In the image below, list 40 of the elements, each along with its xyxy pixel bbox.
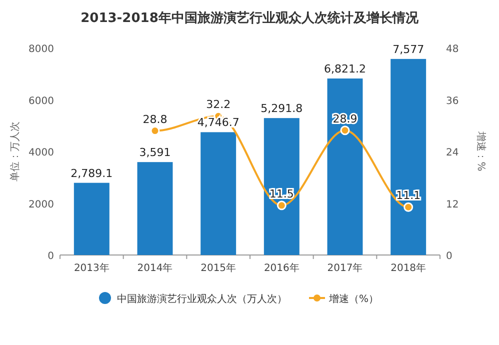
x-tick-label: 2015年 bbox=[200, 262, 236, 274]
x-tick-label: 2013年 bbox=[74, 262, 110, 274]
y2-axis-title: 增速：% bbox=[475, 130, 487, 172]
y-axis-title: 单位：万人次 bbox=[9, 122, 21, 182]
y-tick-label: 4000 bbox=[28, 148, 54, 158]
legend-label: 中国旅游演艺行业观众人次（万人次） bbox=[117, 293, 287, 305]
y-tick-label: 0 bbox=[48, 251, 54, 262]
point bbox=[404, 202, 414, 212]
y-tick-label: 2000 bbox=[28, 199, 54, 210]
x-tick-label: 2016年 bbox=[264, 262, 300, 274]
data-label: 11.1 bbox=[396, 189, 421, 202]
x-tick-label: 2014年 bbox=[137, 262, 173, 274]
data-label: 7,577 bbox=[392, 42, 424, 56]
data-label: 3,591 bbox=[139, 146, 171, 160]
data-label: 11.5 bbox=[269, 187, 294, 200]
point bbox=[340, 126, 350, 136]
bar bbox=[74, 182, 110, 255]
y-tick-label: 6000 bbox=[28, 96, 54, 107]
bar bbox=[390, 58, 426, 255]
bar bbox=[327, 78, 363, 255]
data-label: 28.9 bbox=[332, 112, 358, 126]
y2-tick-label: 12 bbox=[446, 199, 459, 210]
x-tick-label: 2017年 bbox=[327, 262, 363, 274]
bar bbox=[137, 162, 173, 255]
chart-title: 2013-2018年中国旅游演艺行业观众人次统计及增长情况 bbox=[80, 10, 420, 26]
bar bbox=[264, 118, 300, 255]
x-tick-label: 2018年 bbox=[390, 262, 426, 274]
data-label: 32.2 bbox=[206, 98, 231, 112]
legend-label: 增速（%） bbox=[328, 293, 379, 305]
y-tick-label: 8000 bbox=[28, 44, 54, 55]
y2-tick-label: 24 bbox=[446, 148, 459, 158]
data-label: 6,821.2 bbox=[324, 62, 366, 76]
data-label: 5,291.8 bbox=[260, 102, 303, 116]
y2-tick-label: 0 bbox=[446, 251, 452, 262]
data-label: 2,789.1 bbox=[70, 166, 113, 180]
y2-tick-label: 36 bbox=[446, 96, 459, 107]
point bbox=[276, 200, 286, 210]
y2-tick-label: 48 bbox=[446, 44, 459, 55]
data-label: 28.8 bbox=[142, 112, 168, 126]
bar bbox=[200, 132, 236, 255]
